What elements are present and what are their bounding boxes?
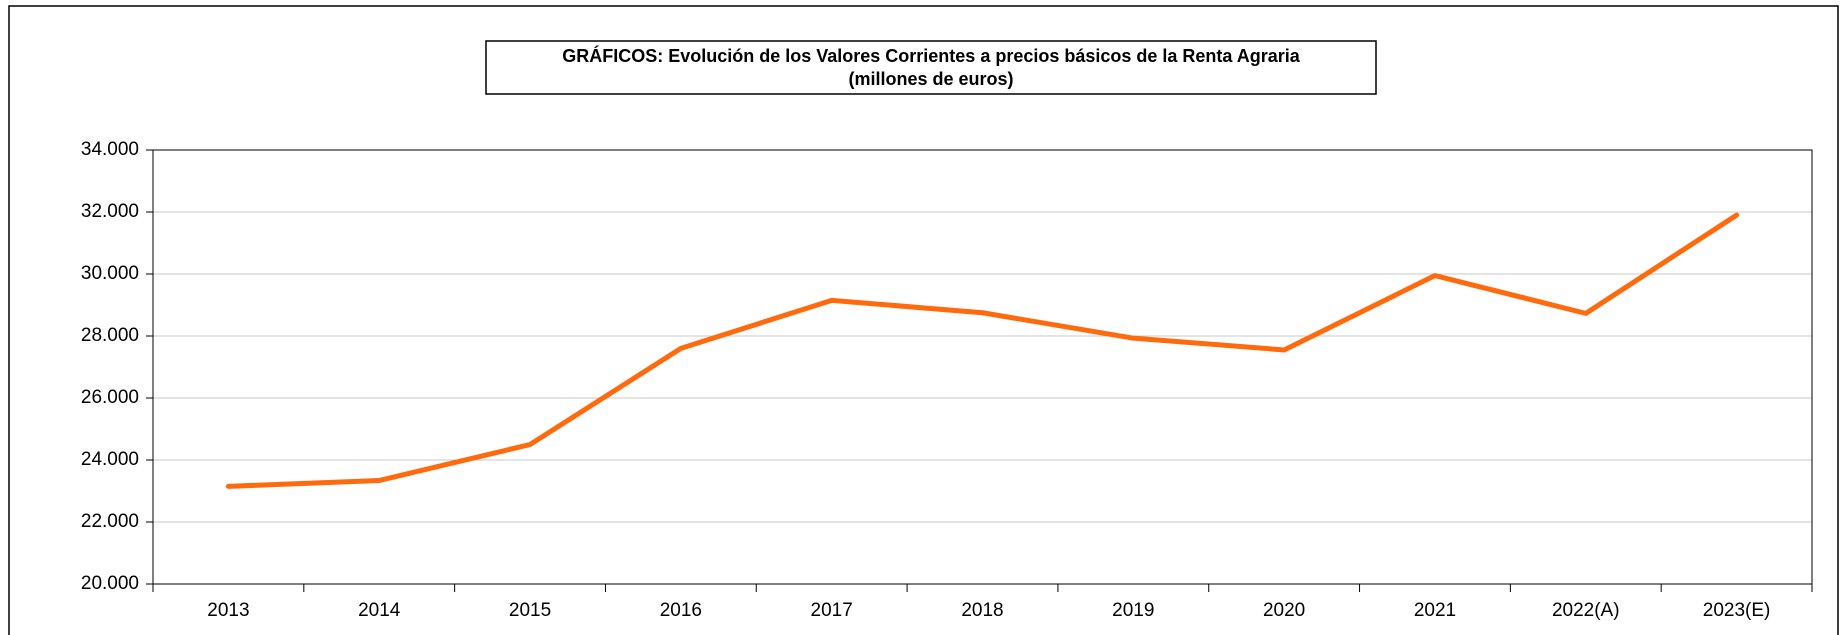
y-tick-label: 24.000 [81,449,139,470]
y-tick-label: 26.000 [81,387,139,408]
x-tick-label: 2014 [358,600,401,621]
chart-border [8,5,1839,635]
x-tick-label: 2023(E) [1703,600,1771,621]
title-box [485,40,1377,95]
x-tick-label: 2021 [1414,600,1456,621]
plot-area [152,149,1813,585]
x-tick-label: 2017 [811,600,853,621]
x-tick-label: 2018 [961,600,1003,621]
chart-title: GRÁFICOS: Evolución de los Valores Corri… [562,45,1301,66]
chart-subtitle: (millones de euros) [848,69,1013,89]
y-tick-label: 22.000 [81,511,139,532]
x-tick-label: 2022(A) [1552,600,1620,621]
y-tick-label: 32.000 [81,201,139,222]
x-tick-label: 2016 [660,600,702,621]
y-tick-label: 20.000 [81,573,139,594]
y-tick-label: 30.000 [81,263,139,284]
y-tick-label: 34.000 [81,139,139,160]
y-tick-label: 28.000 [81,325,139,346]
x-tick-label: 2019 [1112,600,1154,621]
x-tick-label: 2020 [1263,600,1305,621]
data-line [225,212,1740,489]
x-tick-label: 2015 [509,600,551,621]
x-tick-label: 2013 [207,600,249,621]
